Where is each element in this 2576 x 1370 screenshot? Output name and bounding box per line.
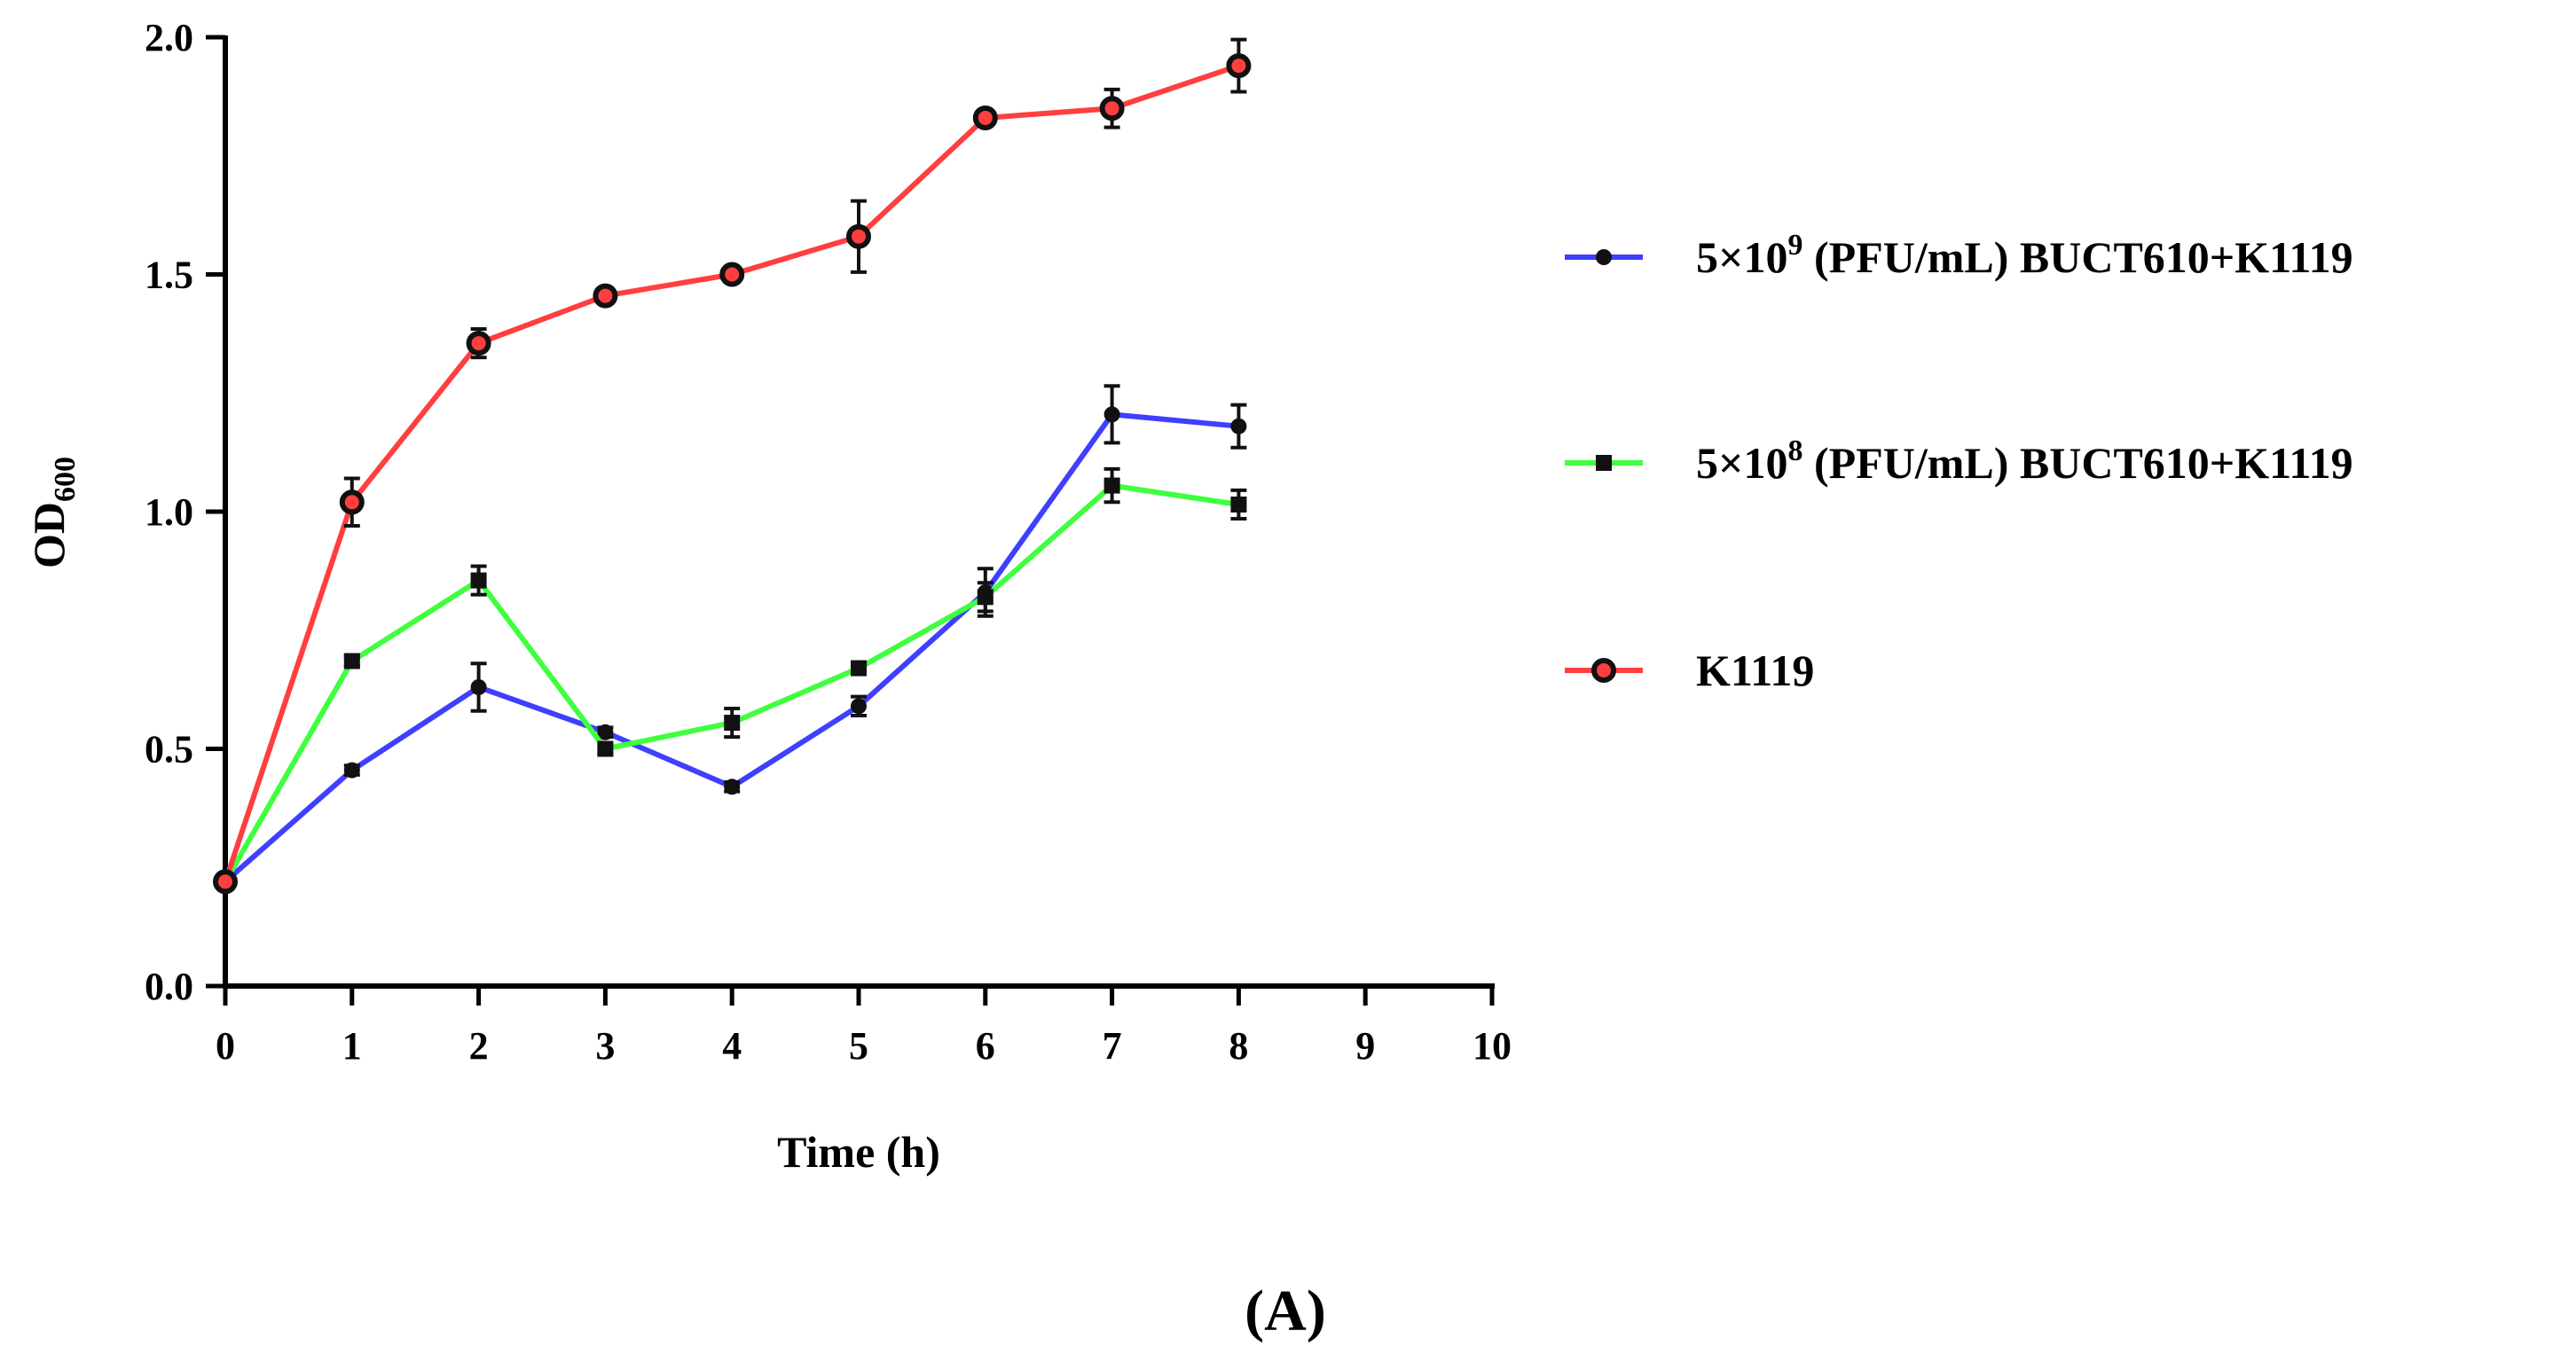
series-1-line	[223, 482, 1239, 883]
y-axis-title: OD600	[24, 457, 82, 568]
series-0-point-5	[851, 698, 867, 715]
x-tick-label-8: 8	[1229, 1024, 1248, 1068]
x-tick-label-4: 4	[722, 1024, 742, 1068]
x-tick-label-5: 5	[849, 1024, 868, 1068]
legend-label-2-main: K1119	[1696, 646, 1814, 695]
series-0-point-4	[724, 779, 741, 795]
series-1-point-1	[343, 653, 360, 669]
legend-label-1-main: 5×10	[1696, 438, 1788, 488]
legend-label-1-rest: (PFU/mL) BUCT610+K1119	[1803, 438, 2353, 488]
series-1-point-7	[1103, 477, 1120, 494]
x-tick-label-7: 7	[1103, 1024, 1122, 1068]
legend-label-0: 5×109 (PFU/mL) BUCT610+K1119	[1696, 229, 2353, 282]
series-2-point-7	[1099, 96, 1125, 121]
series-0-point-7	[1103, 406, 1120, 423]
x-tick-label-10: 10	[1473, 1024, 1512, 1068]
legend-label-0-superscript: 9	[1788, 229, 1803, 262]
legend-label-0-main: 5×10	[1696, 232, 1788, 282]
series-2	[213, 37, 1252, 895]
legend-entry-1: 5×108 (PFU/mL) BUCT610+K1119	[1565, 434, 2353, 488]
series-0	[217, 384, 1247, 890]
panel-label: (A)	[1245, 1279, 1326, 1343]
series-2-point-0	[213, 869, 238, 895]
series-2-point-2	[466, 331, 491, 356]
legend-entry-0: 5×109 (PFU/mL) BUCT610+K1119	[1565, 229, 2353, 282]
series-1-point-5	[851, 660, 867, 677]
series-2-point-8	[1226, 53, 1252, 79]
series-1-point-2	[470, 572, 487, 589]
series-layer	[213, 37, 1252, 895]
y-tick-label-2.0: 2.0	[145, 16, 193, 59]
panel-label-letter: A	[1264, 1279, 1307, 1343]
series-0-point-3	[597, 724, 614, 740]
series-0-point-2	[470, 678, 487, 695]
x-tick-label-9: 9	[1355, 1024, 1375, 1068]
series-2-line	[223, 63, 1240, 883]
legend-label-1-superscript: 8	[1788, 434, 1803, 467]
legend-entry-2: K1119	[1565, 646, 1814, 695]
x-tick-label-0: 0	[216, 1024, 235, 1068]
y-axis-title-subscript: 600	[49, 457, 82, 502]
legend-marker-0	[1596, 249, 1612, 265]
panel-label-open: (	[1245, 1279, 1264, 1343]
x-tick-label-3: 3	[595, 1024, 615, 1068]
legend-label-1: 5×108 (PFU/mL) BUCT610+K1119	[1696, 434, 2353, 488]
legend-marker-1	[1596, 455, 1612, 471]
legend-label-2: K1119	[1696, 646, 1814, 695]
legend-label-0-rest: (PFU/mL) BUCT610+K1119	[1803, 232, 2353, 282]
series-1-point-4	[724, 715, 741, 732]
series-2-point-1	[339, 489, 365, 515]
series-2-point-4	[719, 262, 745, 287]
series-1	[217, 466, 1247, 890]
y-tick-label-1.0: 1.0	[145, 490, 193, 534]
series-1-point-6	[977, 589, 993, 606]
y-axis-title-main: OD	[24, 502, 74, 568]
x-tick-label-6: 6	[976, 1024, 995, 1068]
series-2-point-5	[846, 223, 871, 249]
series-2-point-6	[972, 105, 998, 130]
panel-label-close: )	[1307, 1279, 1326, 1343]
x-tick-label-1: 1	[342, 1024, 362, 1068]
series-2-point-3	[593, 283, 618, 309]
y-tick-label-0.0: 0.0	[145, 965, 193, 1008]
legend-marker-2	[1591, 658, 1616, 683]
series-1-point-8	[1230, 496, 1247, 513]
axes: 0 1 2 3 4 5 6 7 8 9 10 0.0 0.5 1.0 1.5 2.0	[145, 16, 1512, 1068]
series-0-point-8	[1230, 418, 1247, 434]
series-1-point-3	[597, 740, 614, 757]
x-axis-title: Time (h)	[777, 1127, 940, 1177]
series-0-point-1	[343, 762, 360, 779]
y-tick-label-1.5: 1.5	[145, 254, 193, 297]
y-tick-label-0.5: 0.5	[145, 728, 193, 771]
x-tick-label-2: 2	[469, 1024, 489, 1068]
